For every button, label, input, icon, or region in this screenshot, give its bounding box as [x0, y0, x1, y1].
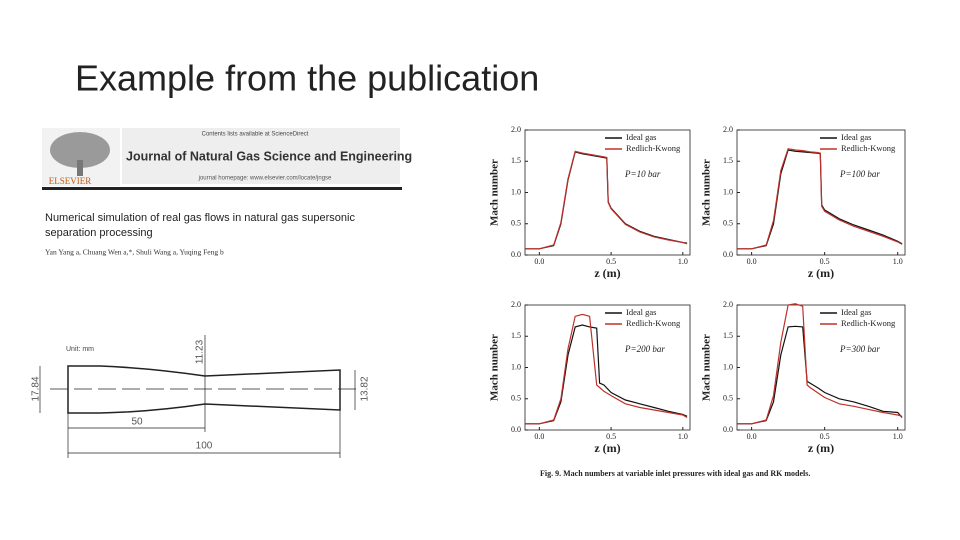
y-tick-label: 0.0	[511, 250, 521, 259]
chart: 0.0 0.5 1.0 1.5 2.0 0.0 0.5 1.0 z (m) Mach number…	[489, 125, 691, 280]
y-tick-label: 0.5	[723, 219, 733, 228]
y-tick-label: 2.0	[723, 125, 733, 134]
chart: 0.0 0.5 1.0 1.5 2.0 0.0 0.5 1.0 z (m) Mach number…	[701, 125, 906, 280]
legend-label: Ideal gas	[841, 132, 871, 142]
authors: Yan Yang a, Chuang Wen a,*, Shuli Wang a…	[45, 248, 224, 257]
chart: 0.0 0.5 1.0 1.5 2.0 0.0 0.5 1.0 z (m) Mach number…	[701, 300, 906, 455]
x-tick-label: 0.0	[747, 257, 757, 266]
legend-label: Redlich-Kwong	[626, 143, 681, 153]
y-tick-label: 1.5	[723, 331, 733, 340]
paper-header: ELSEVIER Contents lists available at Sci…	[42, 128, 412, 257]
y-tick-label: 1.0	[723, 362, 733, 371]
paper-title: Numerical simulation of real gas flows i…	[45, 212, 355, 224]
x-tick-label: 1.0	[678, 257, 688, 266]
x-tick-label: 1.0	[893, 432, 903, 441]
legend-label: Ideal gas	[626, 132, 656, 142]
series-line	[737, 303, 903, 425]
annotation: P=10 bar	[624, 169, 661, 179]
legend-label: Ideal gas	[841, 307, 871, 317]
contents-line: Contents lists available at ScienceDirec…	[202, 132, 309, 138]
y-tick-label: 1.0	[723, 187, 733, 196]
legend-label: Redlich-Kwong	[841, 318, 896, 328]
y-tick-label: 2.0	[511, 300, 521, 309]
nozzle-drawing: Unit: mm 17.84 11.23 13.82 50 100	[31, 335, 371, 458]
series-line	[737, 148, 903, 250]
y-tick-label: 2.0	[723, 300, 733, 309]
dim-converging: 50	[131, 417, 143, 428]
series-line	[525, 150, 688, 250]
x-tick-label: 0.5	[606, 432, 616, 441]
legend-label: Redlich-Kwong	[841, 143, 896, 153]
logo-tree	[50, 132, 110, 168]
x-tick-label: 0.0	[747, 432, 757, 441]
annotation: P=100 bar	[839, 169, 880, 179]
x-tick-label: 1.0	[678, 432, 688, 441]
slide-title: Example from the publication	[75, 58, 539, 99]
x-axis-label: z (m)	[594, 266, 620, 280]
journal-band	[122, 128, 400, 184]
x-tick-label: 1.0	[893, 257, 903, 266]
dim-outlet: 13.82	[360, 376, 371, 401]
series-line	[525, 313, 688, 425]
y-tick-label: 1.0	[511, 362, 521, 371]
y-tick-label: 0.5	[511, 219, 521, 228]
series-line	[525, 324, 688, 425]
unit: Unit: mm	[66, 346, 94, 353]
annotation: P=300 bar	[839, 344, 880, 354]
dim-total: 100	[196, 441, 213, 452]
y-tick-label: 2.0	[511, 125, 521, 134]
journal-name: Journal of Natural Gas Science and Engin…	[126, 149, 412, 163]
figure-caption: Fig. 9. Mach numbers at variable inlet p…	[540, 469, 810, 478]
y-tick-label: 1.0	[511, 187, 521, 196]
y-tick-label: 1.5	[511, 331, 521, 340]
y-tick-label: 0.0	[511, 425, 521, 434]
y-tick-label: 1.5	[511, 156, 521, 165]
x-tick-label: 0.5	[820, 432, 830, 441]
x-tick-label: 0.5	[820, 257, 830, 266]
rule	[42, 187, 402, 190]
y-tick-label: 1.5	[723, 156, 733, 165]
x-tick-label: 0.0	[534, 432, 544, 441]
logo-trunk	[77, 160, 83, 176]
legend-label: Redlich-Kwong	[626, 318, 681, 328]
y-tick-label: 0.5	[723, 394, 733, 403]
y-axis-label: Mach number	[701, 159, 713, 226]
homepage: journal homepage: www.elsevier.com/locat…	[198, 176, 332, 182]
chart: 0.0 0.5 1.0 1.5 2.0 0.0 0.5 1.0 z (m) Mach number…	[489, 300, 691, 455]
y-axis-label: Mach number	[701, 334, 713, 401]
publisher: ELSEVIER	[49, 176, 92, 186]
x-tick-label: 0.0	[534, 257, 544, 266]
x-axis-label: z (m)	[808, 441, 834, 455]
x-axis-label: z (m)	[594, 441, 620, 455]
y-tick-label: 0.5	[511, 394, 521, 403]
y-tick-label: 0.0	[723, 425, 733, 434]
x-tick-label: 0.5	[606, 257, 616, 266]
dim-inlet: 17.84	[31, 376, 42, 401]
paper-title: separation processing	[45, 227, 153, 239]
series-line	[737, 325, 903, 425]
x-axis-label: z (m)	[808, 266, 834, 280]
legend-label: Ideal gas	[626, 307, 656, 317]
y-axis-label: Mach number	[489, 334, 501, 401]
annotation: P=200 bar	[624, 344, 665, 354]
dim-throat: 11.23	[195, 339, 206, 364]
y-tick-label: 0.0	[723, 250, 733, 259]
y-axis-label: Mach number	[489, 159, 501, 226]
